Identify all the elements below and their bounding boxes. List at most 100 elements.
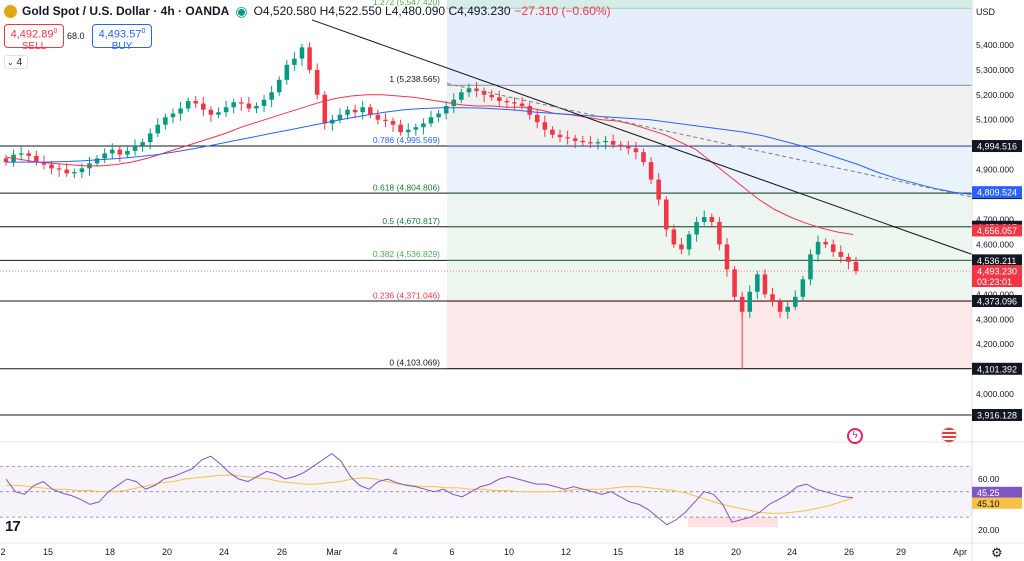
- candle-body: [428, 117, 434, 124]
- time-tick-label: 26: [844, 547, 854, 557]
- candle-body: [223, 107, 229, 113]
- candle-body: [459, 92, 464, 100]
- candle-body: [64, 169, 69, 174]
- rsi-line: [5, 452, 854, 526]
- chevron-down-icon: ⌄: [7, 58, 14, 67]
- fib-level-label: 0.382 (4,536.829): [373, 249, 440, 259]
- candle-body: [580, 140, 586, 143]
- level-tag-bg: [972, 362, 1022, 375]
- candle-body: [383, 119, 388, 121]
- candle-body: [26, 153, 32, 156]
- candle-body: [238, 102, 244, 104]
- candle-body: [352, 109, 358, 113]
- candle-body: [368, 107, 373, 115]
- ma-slow-tag: 4,809.524: [977, 188, 1017, 198]
- candle-body: [504, 101, 510, 103]
- candle-body: [610, 140, 616, 145]
- price-tick-label: 5,100.000: [976, 115, 1014, 125]
- time-tick-label: 20: [731, 547, 741, 557]
- candle-body: [314, 69, 320, 95]
- fib-level-label: 1 (5,238.565): [389, 74, 440, 84]
- interval-value: 4: [16, 57, 23, 68]
- fib-level-label: 0.618 (4,804.806): [373, 182, 440, 192]
- time-tick-label: Mar: [326, 547, 342, 557]
- level-tag: 4,994.516: [977, 142, 1017, 152]
- candle-body: [603, 140, 608, 143]
- level-tag-bg: [972, 140, 1022, 153]
- candle-body: [800, 279, 806, 297]
- low-value: L4,480.090: [385, 4, 446, 18]
- candle-body: [443, 106, 449, 114]
- candle-body: [739, 296, 745, 312]
- level-tag: 4,373.096: [977, 297, 1017, 307]
- candle-body: [337, 114, 343, 120]
- candle-body: [534, 114, 540, 123]
- gold-symbol-icon: [4, 4, 17, 18]
- candle-body: [663, 199, 669, 230]
- sell-price: 4,492.89: [10, 28, 54, 41]
- ma-fast-tag: 4,656.057: [977, 226, 1017, 236]
- chart-header: Gold Spot / U.S. Dollar · 4h · OANDA ◉ O…: [0, 0, 611, 22]
- candle-body: [777, 301, 783, 312]
- candle-body: [155, 124, 161, 134]
- last-price-tag-countdown: 03:23:01: [977, 277, 1012, 287]
- time-tick-label: 24: [787, 547, 797, 557]
- time-tick-label: 18: [674, 547, 684, 557]
- time-tick-label: 10: [504, 547, 514, 557]
- candle-body: [163, 117, 168, 125]
- level-tag-bg: [972, 295, 1022, 308]
- rsi-value-tag-bg: [972, 486, 1022, 498]
- candle-body: [170, 113, 176, 118]
- candle-body: [284, 64, 290, 80]
- buy-price-sup: 0: [141, 28, 146, 35]
- last-price-tag: 4,493.230: [977, 267, 1017, 277]
- candle-body: [542, 122, 548, 130]
- buy-button[interactable]: 4,493.570 BUY: [92, 24, 152, 52]
- rsi-tick-label: 20.00: [978, 525, 1000, 535]
- sell-button[interactable]: 4,492.890 SELL: [4, 24, 64, 52]
- candle-body: [747, 291, 753, 312]
- interval-selector[interactable]: ⌄ 4: [4, 55, 28, 69]
- price-tick-label: 4,900.000: [976, 165, 1014, 175]
- fib-zone: [447, 8, 972, 86]
- time-tick-label: 29: [896, 547, 906, 557]
- candle-body: [815, 241, 821, 255]
- candle-body: [785, 306, 790, 312]
- candle-body: [770, 294, 775, 302]
- candle-body: [117, 149, 123, 155]
- fib-level-label: 0.236 (4,371.046): [373, 291, 440, 301]
- candle-body: [345, 109, 350, 115]
- sell-price-sup: 0: [53, 28, 58, 35]
- price-tick-label: 4,600.000: [976, 239, 1014, 249]
- time-tick-label: 4: [392, 547, 397, 557]
- candle-body: [755, 274, 760, 292]
- candle-body: [588, 142, 593, 144]
- candle-body: [269, 92, 274, 100]
- candle-body: [322, 94, 328, 124]
- tradingview-logo-icon[interactable]: 17: [5, 518, 21, 535]
- candle-body: [216, 112, 221, 115]
- currency-label: USD: [976, 7, 996, 17]
- symbol-title[interactable]: Gold Spot / U.S. Dollar · 4h · OANDA: [22, 4, 230, 18]
- time-tick-label: 6: [449, 547, 454, 557]
- market-status-icon: ◉: [235, 2, 248, 19]
- candle-body: [413, 127, 419, 130]
- candle-body: [618, 144, 624, 146]
- fib-zone: [447, 226, 972, 261]
- candle-body: [193, 101, 199, 104]
- candle-body: [656, 179, 661, 200]
- candle-body: [686, 234, 692, 250]
- candle-body: [140, 142, 145, 146]
- candle-body: [648, 162, 654, 180]
- us-flag-icon[interactable]: [941, 427, 957, 443]
- price-tick-label: 5,400.000: [976, 40, 1014, 50]
- candle-body: [451, 99, 457, 107]
- candle-body: [390, 120, 396, 125]
- settings-gear-icon[interactable]: ⚙: [991, 545, 1003, 560]
- buy-label: BUY: [111, 40, 133, 52]
- candle-body: [125, 150, 130, 155]
- candle-body: [519, 103, 525, 107]
- level-tag: 4,101.392: [977, 364, 1017, 374]
- lightning-event-icon[interactable]: ϟ: [847, 428, 863, 444]
